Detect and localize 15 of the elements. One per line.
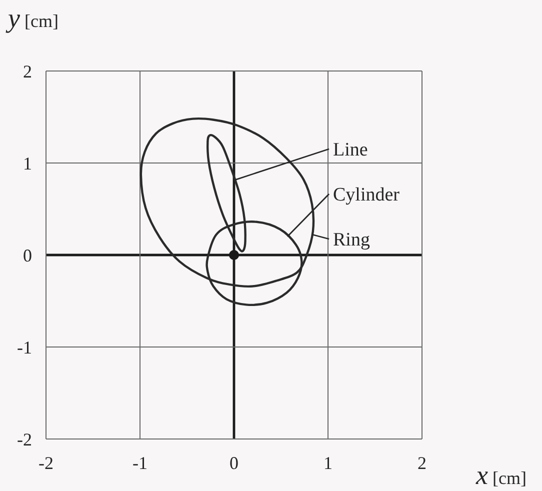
x-tick-label: 1 — [324, 453, 332, 473]
annotation: Line — [333, 140, 368, 161]
y-tick-label: -2 — [17, 429, 32, 450]
y-axis-title: y [cm] — [5, 3, 58, 33]
y-tick-label: 0 — [23, 245, 32, 266]
x-tick-label: -1 — [132, 453, 148, 473]
annotation: Cylinder — [333, 184, 400, 206]
x-tick-label: -2 — [38, 453, 54, 473]
y-tick-label: 1 — [23, 153, 32, 174]
y-tick-label: 2 — [23, 61, 32, 82]
x-axis-title: x [cm] — [475, 460, 526, 490]
x-tick-label: 2 — [418, 453, 426, 473]
x-tick-label: 0 — [230, 453, 238, 473]
y-tick-label: -1 — [17, 337, 32, 358]
annotation: Ring — [333, 230, 370, 251]
